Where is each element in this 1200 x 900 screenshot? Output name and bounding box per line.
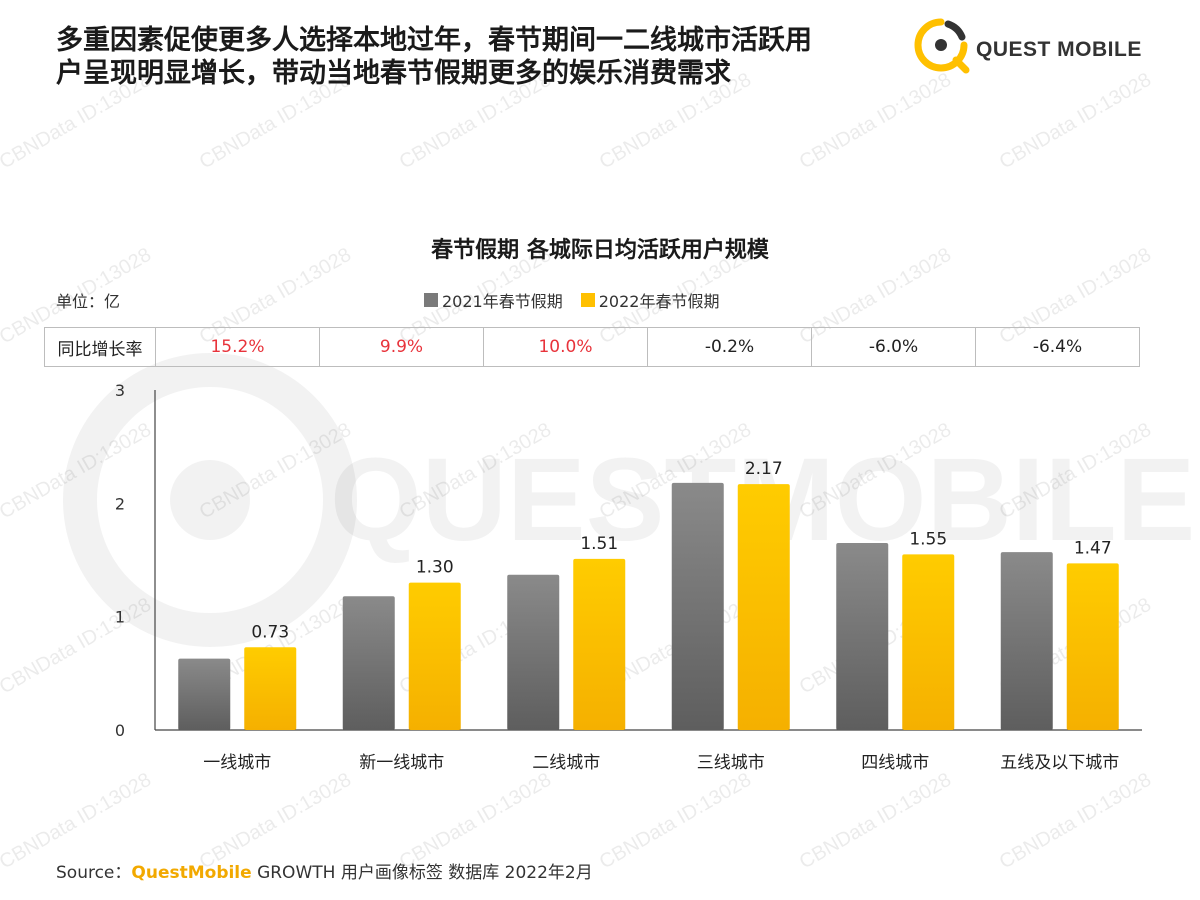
x-category-label: 三线城市	[697, 753, 765, 773]
data-label-2022: 0.73	[251, 622, 289, 642]
chart-title: 春节假期 各城际日均活跃用户规模	[431, 238, 769, 263]
bar-2021	[836, 543, 889, 730]
chart-axes: 0 1 2 3	[115, 381, 1142, 740]
watermark-text: CBNData ID:13028	[995, 68, 1155, 174]
data-label-2022: 1.47	[1074, 538, 1112, 558]
bar-2021	[671, 482, 724, 730]
legend-swatch-2021	[424, 293, 438, 307]
legend-swatch-2022	[580, 293, 595, 307]
bar-2022	[737, 484, 790, 730]
y-tick-label: 0	[115, 721, 125, 740]
yoy-cell-6: -6.4%	[975, 327, 1140, 367]
bar-2022	[1066, 563, 1119, 730]
bar-2022	[408, 582, 461, 730]
bar-2022	[573, 558, 626, 730]
y-tick-label: 2	[115, 494, 125, 513]
yoy-header: 同比增长率	[44, 327, 156, 367]
unit-label: 单位：亿	[56, 292, 121, 311]
headline-line-2: 户呈现明显增长，带动当地春节假期更多的娱乐消费需求	[56, 58, 731, 89]
bar-2021	[342, 596, 395, 730]
x-category-label: 新一线城市	[359, 753, 444, 773]
data-label-2022: 1.30	[416, 558, 454, 578]
data-label-2022: 2.17	[745, 459, 783, 479]
x-category-label: 五线及以下城市	[1000, 753, 1119, 773]
x-category-label: 二线城市	[532, 753, 600, 773]
bar-2021	[507, 574, 560, 730]
chart-labels: 0.73 一线城市 1.30 新一线城市 1.51 二线城市 2.17 三线城市 1.55 四线城…	[203, 459, 1119, 773]
yoy-growth-table: 同比增长率 15.2% 9.9% 10.0% -0.2% -6.0% -6.4%	[44, 327, 1140, 367]
bar-chart: 0 1 2 3 0.73 一线城市 1.30 新一线城市 1.51 二线城市 2.17 三线城市 1.…	[115, 381, 1142, 773]
yoy-cell-1: 15.2%	[155, 327, 320, 367]
questmobile-logo-icon	[914, 18, 970, 74]
x-category-label: 四线城市	[861, 753, 929, 773]
questmobile-logo: QUEST MOBILE	[912, 12, 1152, 82]
data-label-2022: 1.55	[909, 529, 947, 549]
source-rest: GROWTH 用户画像标签 数据库 2022年2月	[251, 863, 593, 883]
headline-line-1: 多重因素促使更多人选择本地过年，春节期间一二线城市活跃用	[56, 25, 812, 56]
data-label-2022: 1.51	[580, 534, 618, 554]
y-tick-label: 1	[115, 608, 125, 627]
bar-2022	[902, 554, 955, 730]
bar-2021	[1000, 552, 1053, 730]
logo-text: QUEST MOBILE	[976, 38, 1142, 61]
legend-item-2021: 2021年春节假期	[424, 288, 563, 312]
source-note: Source：QuestMobile GROWTH 用户画像标签 数据库 202…	[56, 858, 593, 883]
yoy-cell-4: -0.2%	[647, 327, 812, 367]
chart-bars	[178, 482, 1119, 730]
legend-item-2022: 2022年春节假期	[580, 288, 720, 312]
yoy-cell-2: 9.9%	[319, 327, 484, 367]
chart-legend: 2021年春节假期 2022年春节假期	[424, 288, 719, 312]
y-tick-label: 3	[115, 381, 125, 400]
yoy-cell-3: 10.0%	[483, 327, 648, 367]
source-prefix: Source：	[56, 863, 132, 883]
bar-2022	[244, 647, 297, 730]
x-category-label: 一线城市	[203, 753, 271, 773]
yoy-cell-5: -6.0%	[811, 327, 976, 367]
source-brand: QuestMobile	[131, 863, 252, 883]
page-headline: 多重因素促使更多人选择本地过年，春节期间一二线城市活跃用 户呈现明显增长，带动当…	[56, 24, 916, 90]
yoy-row: 同比增长率 15.2% 9.9% 10.0% -0.2% -6.0% -6.4%	[44, 327, 1140, 367]
legend-label-2022: 2022年春节假期	[598, 292, 720, 311]
bar-2021	[178, 658, 231, 730]
legend-label-2021: 2021年春节假期	[442, 292, 563, 311]
